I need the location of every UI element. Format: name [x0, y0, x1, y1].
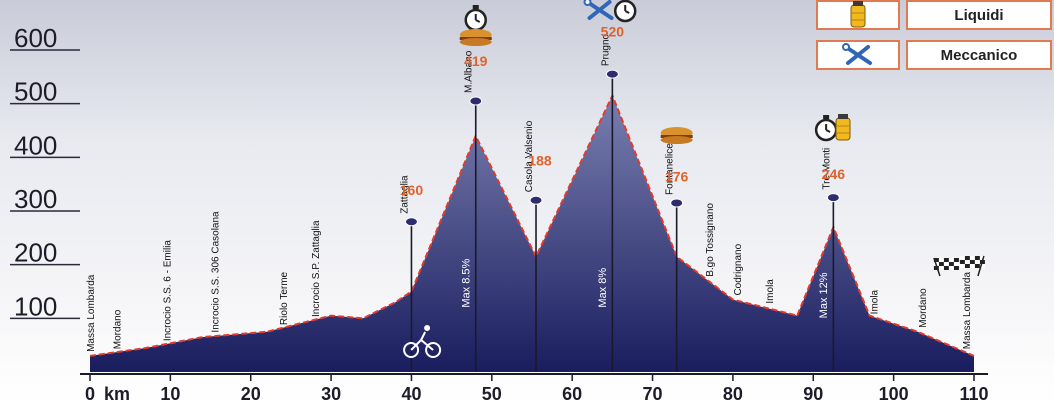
peak-value-label: 176 — [665, 168, 689, 184]
mechanic-icon — [842, 43, 872, 65]
x-tick-label: 40 — [401, 384, 421, 404]
y-tick-label: 200 — [14, 238, 57, 268]
peak-value-label: 246 — [822, 166, 846, 182]
location-label: Fontanelice — [665, 143, 676, 195]
legend-icon-box — [816, 40, 900, 70]
x-tick-label: 30 — [321, 384, 341, 404]
location-label: Riolo Terme — [279, 271, 290, 325]
location-label: Incrocio S.S. 6 - Emilia — [162, 240, 173, 342]
stopwatch-icon — [464, 5, 487, 32]
location-pin-head — [826, 193, 840, 203]
location-label: M.Albano — [464, 50, 475, 93]
location-label: Codrignano — [733, 243, 744, 295]
y-tick-label: 600 — [14, 23, 57, 53]
location-label: Mordano — [918, 288, 929, 328]
location-label: Massa Lombarda — [962, 272, 973, 350]
stopwatch-icon — [613, 0, 637, 23]
max-grade-label: Max 8% — [597, 268, 609, 308]
location-label: B.go Tossignano — [705, 203, 716, 277]
legend-row: Meccanico — [816, 40, 1052, 72]
y-tick-label: 100 — [14, 291, 57, 321]
sandwich-icon — [459, 29, 492, 46]
x-tick-label: 80 — [723, 384, 743, 404]
peak-value-label: 419 — [464, 53, 488, 69]
location-label: Casola Valsenio — [524, 120, 535, 192]
peak-value-label: 520 — [601, 24, 625, 40]
y-tick-label: 300 — [14, 184, 57, 214]
location-label: Incrocio S.P. Zattaglia — [311, 220, 322, 317]
x-tick-label: 20 — [241, 384, 261, 404]
bottle-icon — [835, 114, 851, 141]
location-label: Tre Monti — [821, 148, 832, 190]
legend: Liquidi Meccanico — [816, 0, 1052, 80]
x-tick-label: 10 — [160, 384, 180, 404]
location-label: Massa Lombarda — [86, 274, 97, 352]
x-tick-label: 110 — [959, 384, 988, 404]
peak-value-label: 160 — [400, 182, 424, 198]
mechanic-icon — [583, 0, 614, 20]
location-label: Imola — [870, 289, 881, 314]
location-label: Mordano — [113, 309, 124, 349]
location-pin-head — [404, 217, 418, 227]
location-pin-head — [605, 69, 619, 79]
location-label: Zattaglia — [399, 175, 410, 214]
location-pin-head — [469, 96, 483, 106]
x-tick-label: 70 — [643, 384, 663, 404]
peak-value-label: 188 — [528, 152, 552, 168]
legend-icon-box — [816, 0, 900, 30]
location-pin-head — [529, 195, 543, 205]
x-tick-label: 100 — [879, 384, 909, 404]
x-unit-label: km — [104, 384, 130, 404]
y-tick-label: 400 — [14, 130, 57, 160]
cyclist-icon — [403, 325, 442, 358]
x-tick-label: 50 — [482, 384, 502, 404]
max-grade-label: Max 8.5% — [460, 258, 472, 307]
max-grade-label: Max 12% — [818, 272, 830, 318]
x-tick-label: 90 — [803, 384, 823, 404]
sandwich-icon — [660, 127, 693, 144]
elevation-area — [90, 95, 974, 372]
stopwatch-icon — [814, 115, 838, 142]
x-tick-label: 60 — [562, 384, 582, 404]
legend-row: Liquidi — [816, 0, 1052, 32]
legend-label: Meccanico — [906, 40, 1052, 70]
location-pin-head — [670, 198, 684, 208]
location-label: Incrocio S.S. 306 Casolana — [211, 211, 222, 333]
x-tick-label: 0 — [85, 384, 95, 404]
bottle-icon — [850, 1, 866, 28]
location-label: Imola — [765, 279, 776, 304]
legend-label: Liquidi — [906, 0, 1052, 30]
y-tick-label: 500 — [14, 77, 57, 107]
location-label: Prugno — [600, 33, 611, 66]
finish-flags-icon — [933, 255, 985, 277]
